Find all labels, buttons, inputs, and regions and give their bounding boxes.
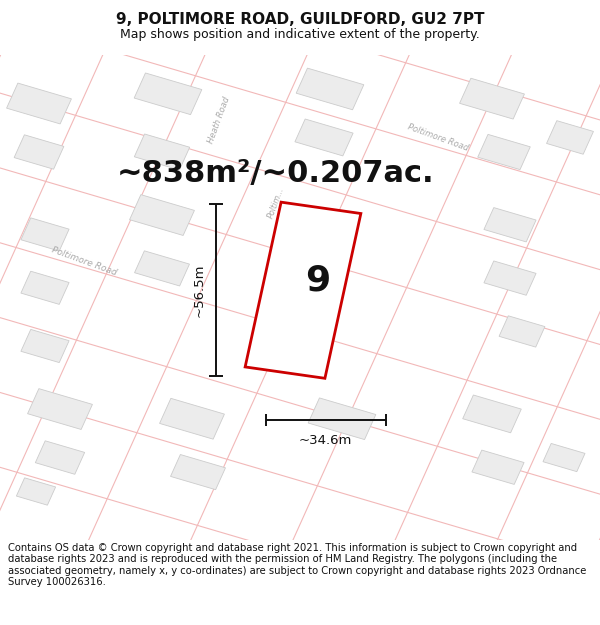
Polygon shape xyxy=(245,202,361,378)
Polygon shape xyxy=(14,135,64,169)
Polygon shape xyxy=(478,134,530,169)
Text: ~56.5m: ~56.5m xyxy=(193,264,206,317)
Text: 9, POLTIMORE ROAD, GUILDFORD, GU2 7PT: 9, POLTIMORE ROAD, GUILDFORD, GU2 7PT xyxy=(116,12,484,27)
Polygon shape xyxy=(21,329,69,362)
Polygon shape xyxy=(35,441,85,474)
Polygon shape xyxy=(547,121,593,154)
Polygon shape xyxy=(130,194,194,236)
Text: Contains OS data © Crown copyright and database right 2021. This information is : Contains OS data © Crown copyright and d… xyxy=(8,542,586,588)
Polygon shape xyxy=(472,450,524,484)
Polygon shape xyxy=(134,251,190,286)
Text: ~34.6m: ~34.6m xyxy=(299,434,352,447)
Polygon shape xyxy=(543,444,585,472)
Text: Poltimore Road: Poltimore Road xyxy=(50,245,118,277)
Polygon shape xyxy=(308,398,376,439)
Text: Poltimore Road: Poltimore Road xyxy=(406,122,470,152)
Polygon shape xyxy=(21,218,69,251)
Polygon shape xyxy=(21,271,69,304)
Text: Map shows position and indicative extent of the property.: Map shows position and indicative extent… xyxy=(120,28,480,41)
Text: Poltim...: Poltim... xyxy=(266,186,286,220)
Polygon shape xyxy=(296,68,364,110)
Polygon shape xyxy=(134,73,202,114)
Text: 9: 9 xyxy=(305,264,331,298)
Polygon shape xyxy=(170,454,226,489)
Polygon shape xyxy=(160,398,224,439)
Polygon shape xyxy=(460,78,524,119)
Text: Heath Road: Heath Road xyxy=(206,96,232,145)
Polygon shape xyxy=(28,389,92,429)
Polygon shape xyxy=(134,134,190,170)
Polygon shape xyxy=(7,83,71,124)
Polygon shape xyxy=(499,316,545,347)
Polygon shape xyxy=(484,261,536,295)
Text: ~838m²/~0.207ac.: ~838m²/~0.207ac. xyxy=(117,159,435,188)
Polygon shape xyxy=(463,395,521,432)
Polygon shape xyxy=(484,208,536,242)
Polygon shape xyxy=(295,119,353,156)
Polygon shape xyxy=(16,478,56,505)
